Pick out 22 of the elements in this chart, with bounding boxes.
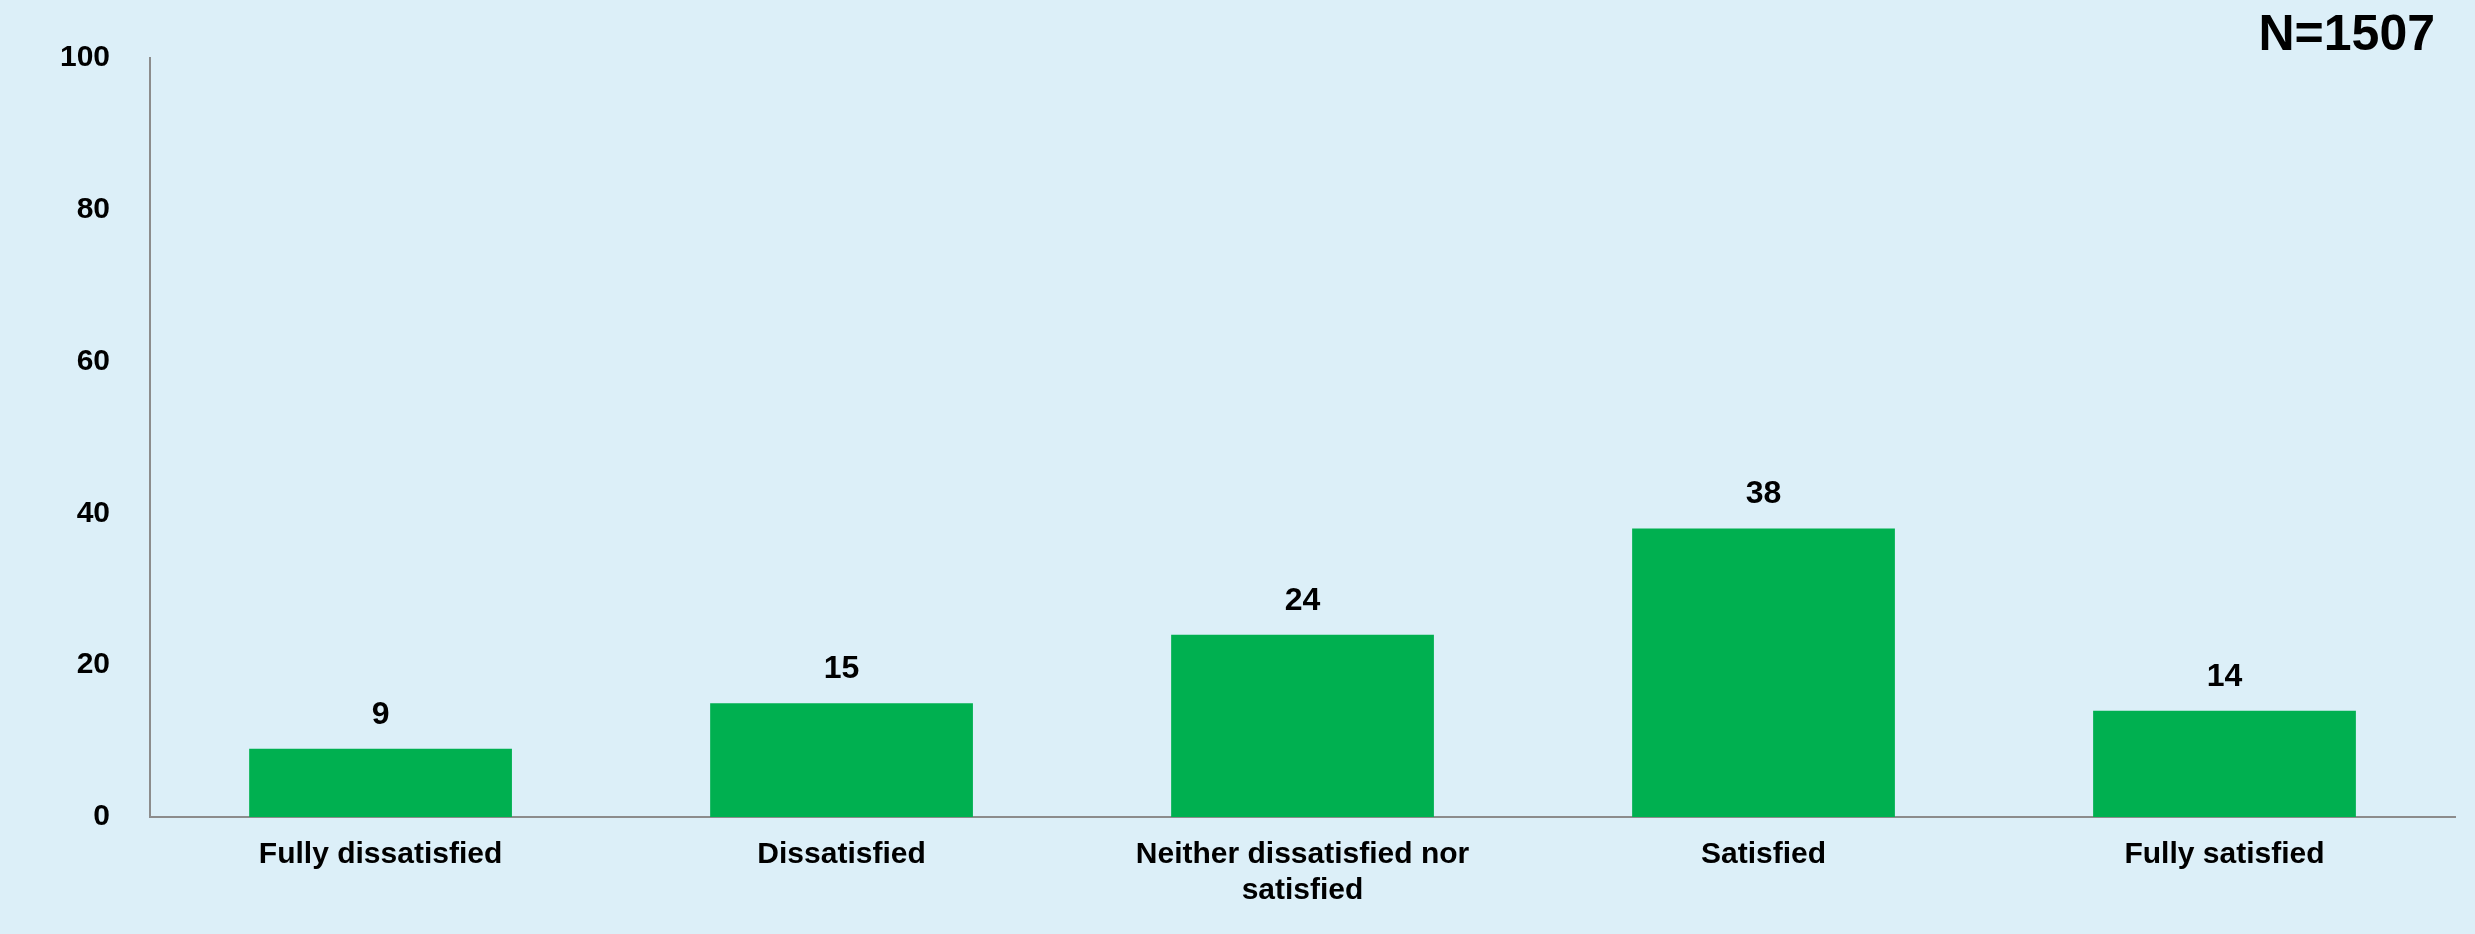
- x-tick-label: Dissatisfied: [757, 836, 926, 870]
- x-tick-label: Fully dissatisfied: [258, 836, 503, 870]
- bar: [1632, 528, 1895, 817]
- bar: [249, 748, 512, 817]
- bar: [2093, 710, 2356, 817]
- y-tick-label: 80: [76, 191, 111, 225]
- y-tick-label: 20: [76, 646, 111, 680]
- y-tick-label: 40: [76, 494, 111, 528]
- x-tick-label: Fully satisfied: [2124, 836, 2325, 870]
- y-tick-label: 60: [76, 342, 111, 376]
- data-label: 15: [823, 648, 860, 685]
- data-label: 14: [2206, 656, 2243, 693]
- x-tick-label: Satisfied: [1700, 836, 1827, 870]
- annotation: N=1507: [2258, 4, 2435, 62]
- y-tick-label: 100: [59, 39, 111, 73]
- data-label: 38: [1745, 474, 1782, 511]
- bar: [1171, 634, 1434, 817]
- bar: [710, 703, 973, 817]
- y-tick-label: 0: [93, 798, 111, 832]
- data-label: 9: [371, 694, 390, 731]
- x-tick-label: Neither dissatisfied nor satisfied: [1135, 836, 1470, 906]
- data-label: 24: [1284, 580, 1321, 617]
